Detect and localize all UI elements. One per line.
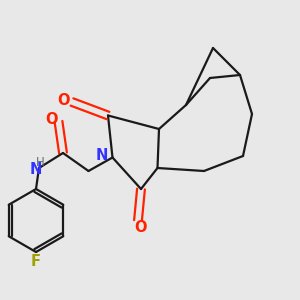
Text: N: N (29, 162, 42, 177)
Text: O: O (57, 93, 70, 108)
Text: H: H (36, 156, 45, 169)
Text: O: O (134, 220, 147, 236)
Text: O: O (45, 112, 57, 128)
Text: F: F (30, 254, 40, 268)
Text: N: N (96, 148, 108, 164)
